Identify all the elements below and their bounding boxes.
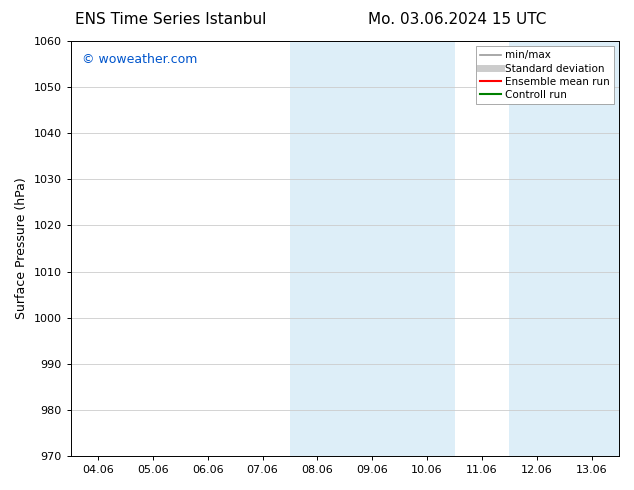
Y-axis label: Surface Pressure (hPa): Surface Pressure (hPa) <box>15 178 28 319</box>
Bar <box>509 41 619 456</box>
Bar <box>290 41 455 456</box>
Legend: min/max, Standard deviation, Ensemble mean run, Controll run: min/max, Standard deviation, Ensemble me… <box>476 46 614 104</box>
Text: ENS Time Series Istanbul: ENS Time Series Istanbul <box>75 12 266 27</box>
Text: Mo. 03.06.2024 15 UTC: Mo. 03.06.2024 15 UTC <box>368 12 546 27</box>
Text: © woweather.com: © woweather.com <box>82 53 197 67</box>
